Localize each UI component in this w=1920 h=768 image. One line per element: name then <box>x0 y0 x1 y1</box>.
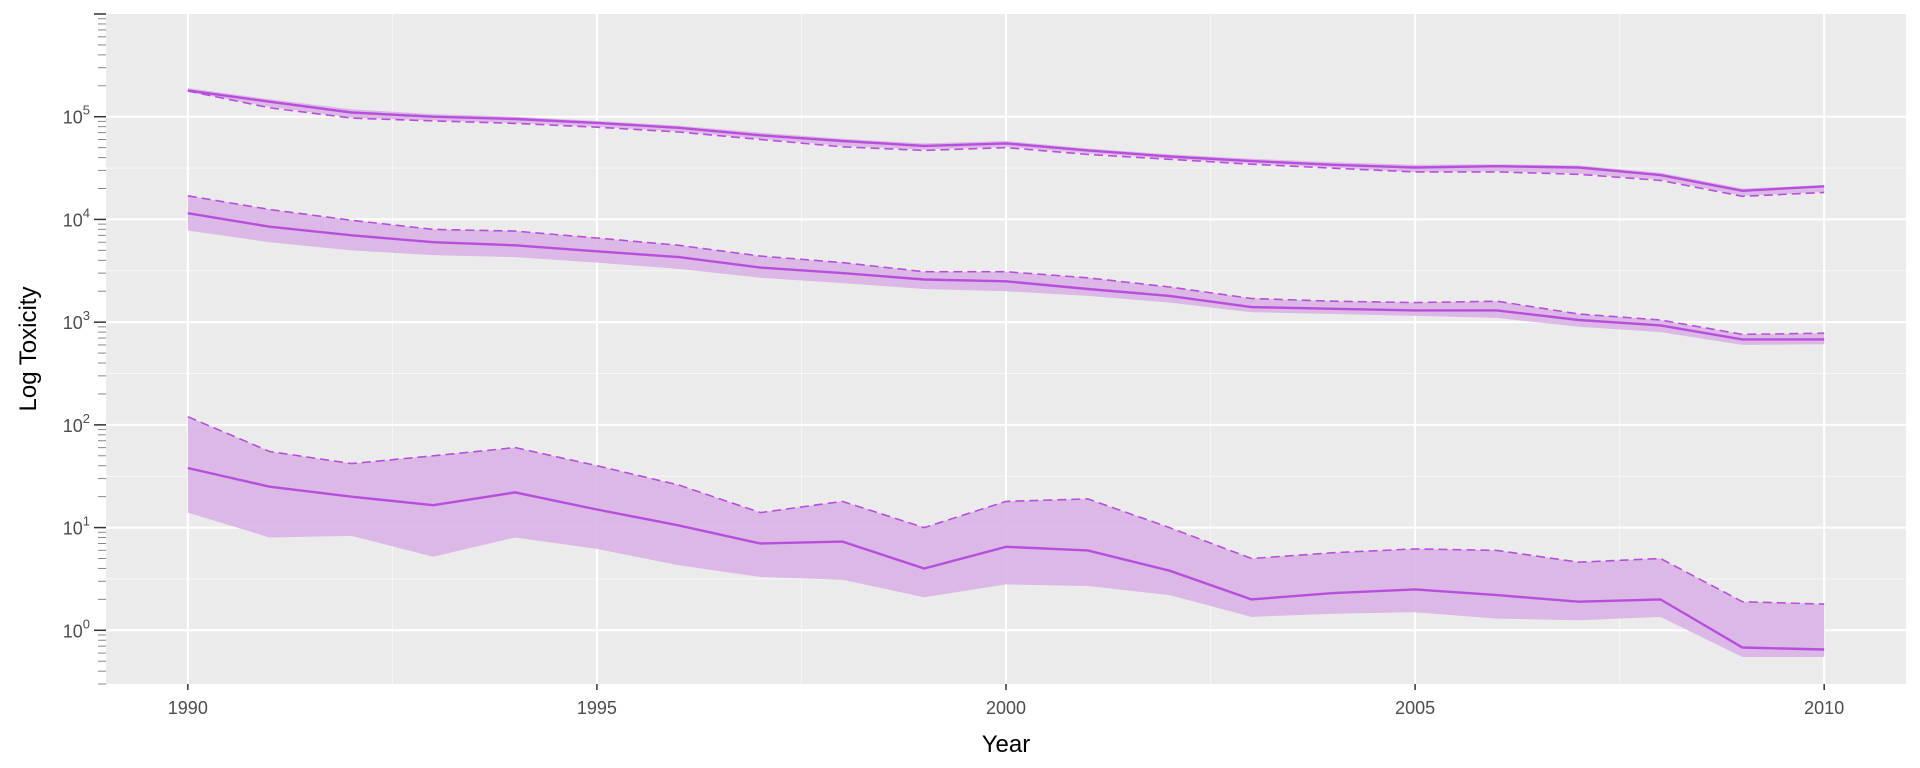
y-tick-label: 103 <box>63 308 90 333</box>
x-axis-title: Year <box>982 731 1031 758</box>
x-tick-label: 2005 <box>1395 698 1435 718</box>
confidence-ribbons <box>187 88 1825 657</box>
y-tick-exponent: 5 <box>83 103 90 118</box>
series-lines <box>187 89 1825 651</box>
y-tick-label: 104 <box>63 205 90 230</box>
y-tick-exponent: 2 <box>83 411 90 426</box>
y-tick-label: 105 <box>63 103 90 128</box>
series-3-dashed-line <box>187 415 1825 605</box>
x-tick-label: 2000 <box>986 698 1026 718</box>
series-1-ribbon <box>187 88 1825 196</box>
y-tick-label: 101 <box>63 514 90 539</box>
series-2-median-line <box>187 212 1825 341</box>
series-3-ribbon <box>187 416 1825 657</box>
y-tick-label: 102 <box>63 411 90 436</box>
x-axis: 1990 1995 2000 2005 2010 <box>168 684 1844 718</box>
y-tick-exponent: 1 <box>83 514 90 529</box>
y-tick-exponent: 0 <box>83 616 90 631</box>
y-axis-title: Log Toxicity <box>15 287 42 412</box>
y-tick-label: 100 <box>63 616 90 641</box>
series-1-median-line <box>187 89 1825 193</box>
series-2-ribbon <box>187 195 1825 345</box>
x-tick-label: 1990 <box>168 698 208 718</box>
x-tick-label: 1995 <box>577 698 617 718</box>
x-tick-label: 2010 <box>1804 698 1844 718</box>
y-tick-exponent: 3 <box>83 308 90 323</box>
y-tick-exponent: 4 <box>83 205 90 220</box>
series-3-median-line <box>187 466 1825 651</box>
